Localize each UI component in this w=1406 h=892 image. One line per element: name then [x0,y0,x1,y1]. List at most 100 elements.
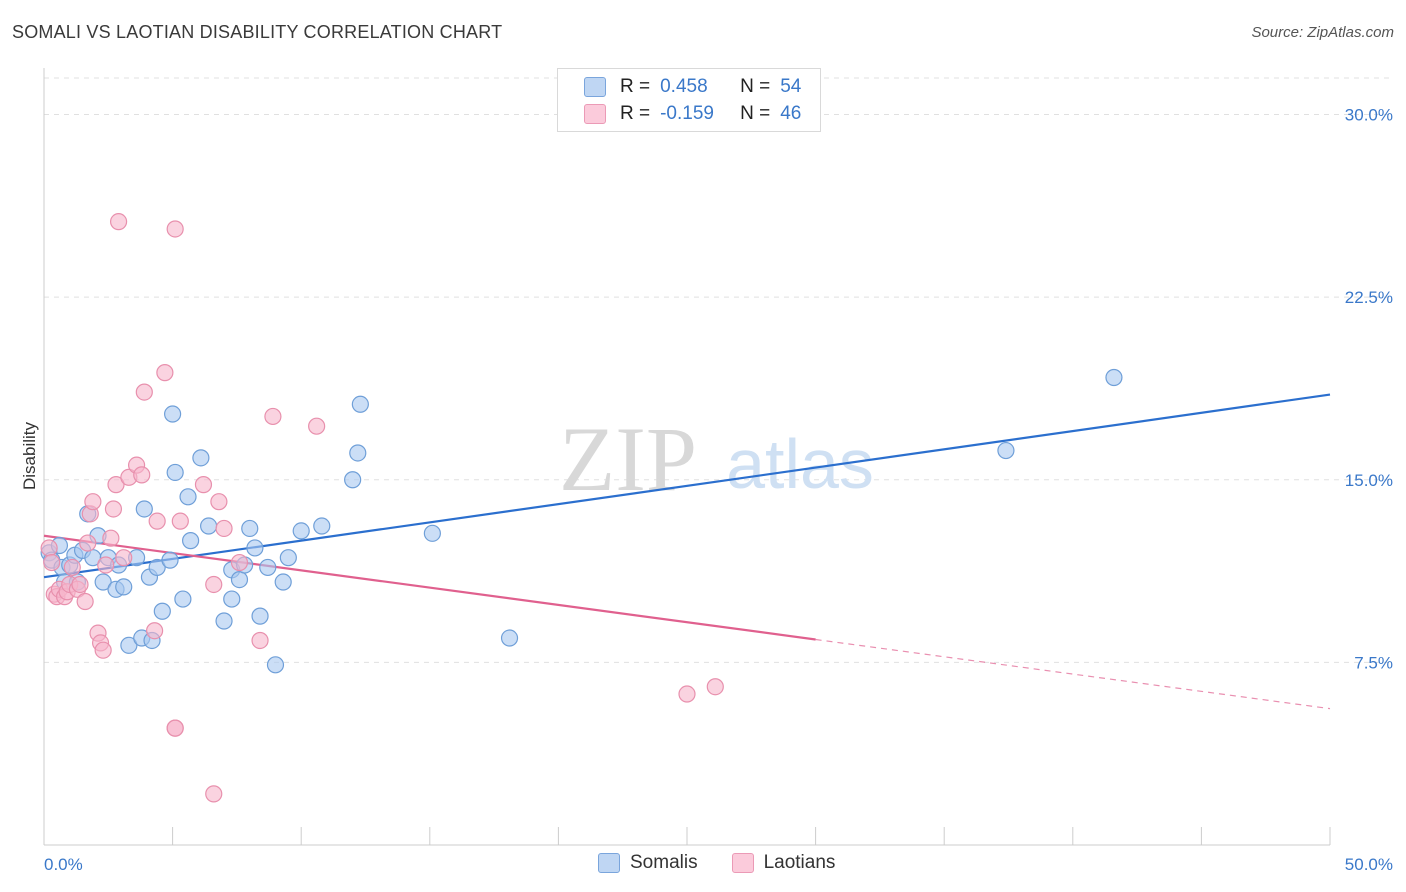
somali-point [351,395,369,413]
somali-n-value: 54 [780,76,802,97]
laotian-point [63,558,81,577]
laotian-point [71,575,89,594]
laotian-point [678,685,696,703]
laotian-point [194,476,213,494]
laotians-swatch [731,853,754,873]
y-tick-label: 30.0% [1345,106,1393,125]
laotian-point [43,553,61,572]
somali-point [230,570,249,589]
x-tick-label-max: 50.0% [1345,855,1393,874]
somali-point [500,629,519,647]
laotian-point [94,641,112,659]
y-tick-label: 22.5% [1345,288,1393,307]
y-axis-label: Disability [20,421,39,490]
legend-row-laotian: R = -0.159 N = 46 [584,102,801,126]
laotian-point [102,529,120,547]
somali-point [274,573,292,591]
laotian-point [308,417,326,435]
laotian-point [97,556,115,574]
somali-point [423,524,441,542]
data-points [40,213,1123,803]
somali-point [279,549,297,567]
laotian-point [115,549,133,567]
laotian-point [166,719,184,737]
laotian-point [706,678,724,696]
laotian-point [205,575,223,594]
somali-r-label: R = [620,76,651,97]
laotian-r-label: R = [620,103,651,124]
somali-point [259,558,277,577]
somalis-swatch [598,853,620,873]
somali-point [1105,368,1123,387]
somali-point [148,558,166,577]
laotian-point [135,383,153,401]
laotian-point [230,553,249,572]
somali-point [179,488,197,506]
somali-point [344,471,362,489]
somali-point [246,539,264,557]
legend-row-somali: R = 0.458 N = 54 [584,75,801,99]
laotian-point [107,476,125,494]
correlation-legend: R = 0.458 N = 54 R = -0.159 N = 46 [557,68,821,132]
laotian-point [109,213,128,231]
laotian-swatch [584,104,606,124]
somali-point [997,441,1015,460]
somali-point [241,519,259,538]
legend-item-somalis: Somalis [598,852,698,874]
laotian-point [166,220,184,238]
legend-laotians-label: Laotians [763,852,836,873]
source-label: Source: ZipAtlas.com [1251,24,1394,41]
laotian-point [40,539,58,557]
somali-n-label: N = [740,76,771,97]
laotian-point [171,512,189,530]
laotian-point [205,785,223,803]
laotian-point [84,493,102,511]
somali-point [200,517,218,535]
somali-point [164,405,182,423]
laotian-point [156,364,174,382]
laotian-point [104,500,123,518]
somali-point [174,590,192,608]
somali-point [115,578,133,596]
somali-r-value: 0.458 [660,76,708,97]
somali-point [215,612,233,630]
somali-point [251,607,269,625]
laotian-r-value: -0.159 [660,103,714,124]
somali-point [135,500,153,518]
somali-point [266,656,285,674]
somali-point [153,602,171,620]
laotian-point [251,631,269,650]
somali-point [223,590,241,608]
somali-point [313,517,331,535]
laotian-point [264,407,282,426]
laotian-point [215,519,233,538]
laotian-n-label: N = [740,103,771,124]
somali-swatch [584,77,606,97]
series-legend: Somalis Laotians [598,852,869,874]
somali-point [94,573,112,591]
laotian-point [133,466,151,484]
tick-labels: 7.5% 15.0% 22.5% 30.0% 0.0% 50.0% [44,106,1393,874]
chart-title: SOMALI VS LAOTIAN DISABILITY CORRELATION… [12,22,503,42]
watermark: ZIP atlas [559,408,874,510]
laotian-n-value: 46 [780,103,802,124]
somali-point [166,463,184,482]
laotian-point [148,512,166,530]
trend-line-dashed-1 [815,638,1331,710]
somali-point [292,522,310,540]
axes [43,68,1331,846]
somali-point [161,551,179,569]
legend-somalis-label: Somalis [630,852,698,873]
y-tick-label: 7.5% [1354,653,1393,672]
laotian-point [145,622,164,640]
somali-point [192,449,210,467]
watermark-atlas: atlas [726,425,874,503]
somali-point [120,636,138,654]
watermark-zip: ZIP [559,408,697,510]
laotian-point [76,592,94,611]
somali-point [349,444,367,462]
somali-point [182,532,200,550]
legend-item-laotians: Laotians [731,852,836,874]
laotian-point [79,534,97,552]
